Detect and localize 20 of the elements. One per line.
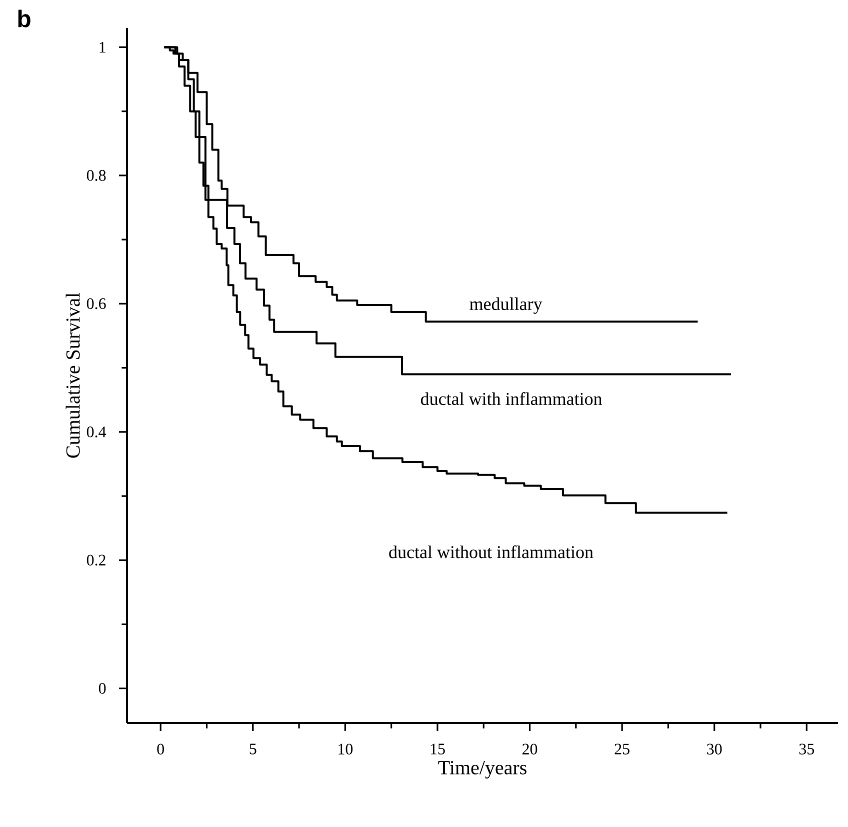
x-tick-label: 5: [250, 744, 256, 754]
x-axis-title: Time/years: [438, 761, 526, 779]
x-tick-label: 30: [707, 744, 722, 754]
y-tick-label: 0: [98, 682, 106, 694]
y-tick-label: 0.6: [86, 298, 106, 310]
x-tick-label: 15: [430, 744, 445, 754]
series-label: ductal with inflammation: [420, 392, 602, 405]
x-tick-label: 0: [157, 744, 164, 754]
x-tick-label: 20: [522, 744, 538, 754]
y-tick-label: 0.8: [86, 170, 106, 181]
series-label: medullary: [470, 297, 542, 314]
text: ductal without inflammation: [389, 545, 594, 558]
x-tick-label: 10: [338, 744, 353, 754]
y-tick-label: 0.4: [86, 426, 106, 438]
x-tick-label: 25: [614, 744, 630, 754]
y-tick-label: 1: [100, 42, 106, 52]
chart-title: b: [18, 10, 30, 28]
y-tick-label: 0.2: [86, 554, 106, 566]
x-tick-label: 35: [799, 744, 814, 754]
y-axis-title: Cumulative Survival: [66, 292, 80, 458]
